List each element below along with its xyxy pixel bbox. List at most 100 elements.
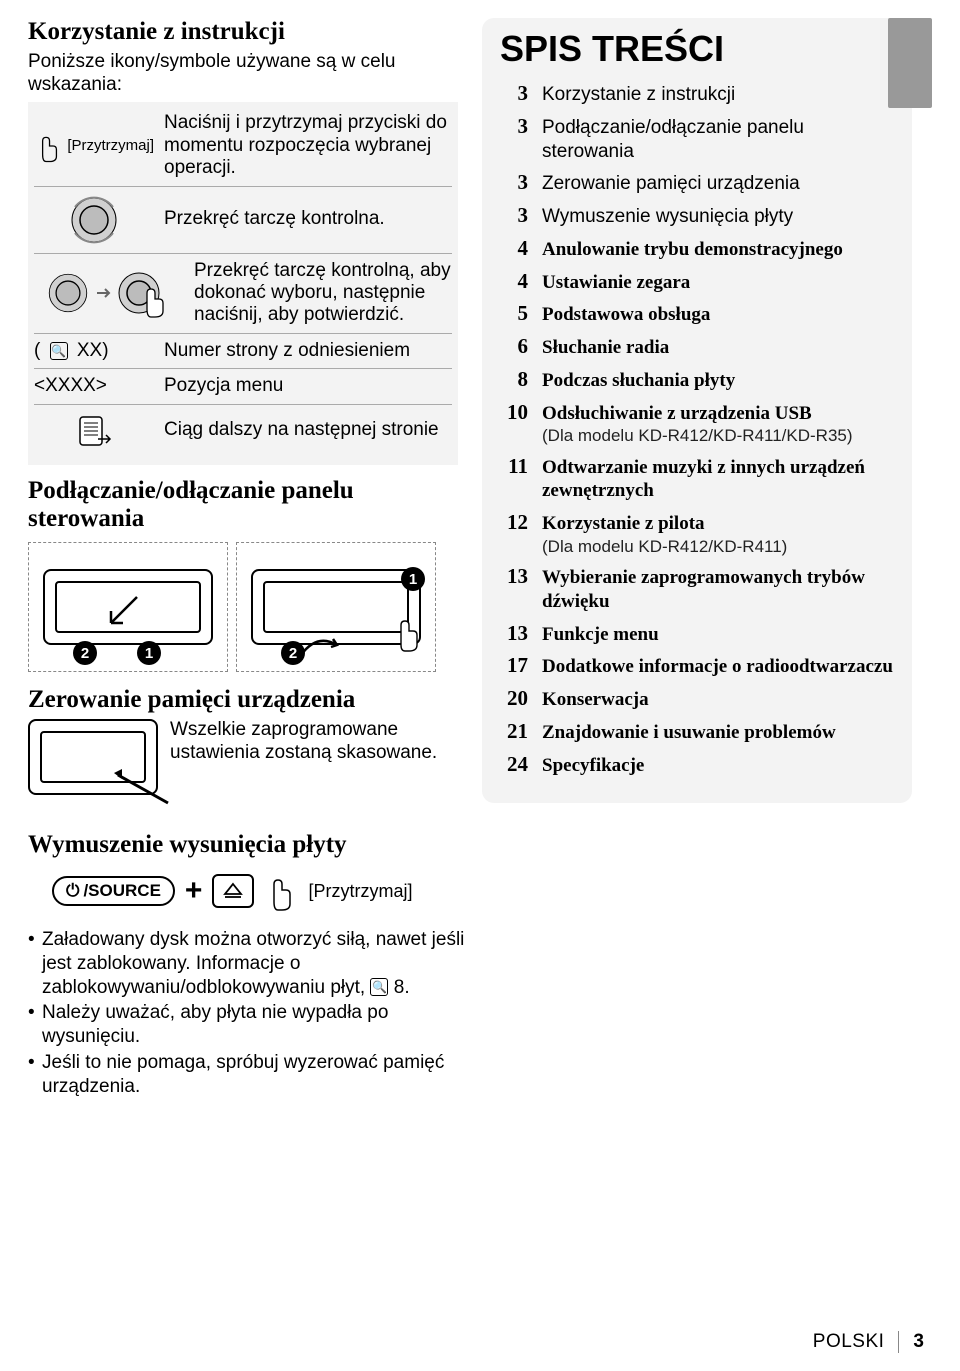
- reset-text: Wszelkie zaprogramowane ustawienia zosta…: [170, 719, 458, 765]
- panel-detach-diagram: 2 1: [28, 542, 228, 672]
- note-item: Należy uważać, aby płyta nie wypadła po …: [28, 1001, 488, 1049]
- toc-label: Funkcje menu: [542, 623, 894, 647]
- toc-sublabel: (Dla modelu KD-R412/KD-R411): [542, 536, 894, 557]
- footer-language: POLSKI: [813, 1331, 885, 1353]
- toc-label: Odsłuchiwanie z urządzenia USB(Dla model…: [542, 402, 894, 447]
- toc-title: SPIS TREŚCI: [500, 28, 894, 70]
- legend-row: Przekręć tarczę kontrolna.: [34, 187, 452, 254]
- toc-item: 24 Specyfikacje: [500, 751, 894, 778]
- legend-icon-dial: [34, 193, 154, 247]
- toc-item: 4 Anulowanie trybu demonstracyjnego: [500, 235, 894, 262]
- toc-label: Znajdowanie i usuwanie problemów: [542, 721, 894, 745]
- toc-item: 21 Znajdowanie i usuwanie problemów: [500, 718, 894, 745]
- toc-label: Słuchanie radia: [542, 336, 894, 360]
- legend-desc: Pozycja menu: [164, 375, 452, 397]
- toc-label: Specyfikacje: [542, 754, 894, 778]
- reset-row: Wszelkie zaprogramowane ustawienia zosta…: [28, 719, 458, 795]
- right-column: SPIS TREŚCI 3Korzystanie z instrukcji3Po…: [482, 18, 912, 803]
- panel-attach-diagram: 1 2: [236, 542, 436, 672]
- toc-list: 3Korzystanie z instrukcji3Podłączanie/od…: [500, 80, 894, 777]
- hold-hand-icon: [264, 870, 298, 912]
- toc-label: Wybieranie zaprogramowanych trybów dźwię…: [542, 566, 894, 614]
- toc-label: Korzystanie z instrukcji: [542, 83, 894, 107]
- toc-item: 8Podczas słuchania płyty: [500, 366, 894, 393]
- eject-button: [212, 874, 254, 908]
- power-icon: ⏻: [66, 881, 79, 901]
- toc-item: 20 Konserwacja: [500, 685, 894, 712]
- legend-row: Ciąg dalszy na następnej stronie: [34, 405, 452, 457]
- legend-label-hold: [Przytrzymaj]: [67, 137, 154, 154]
- toc-label: Podstawowa obsługa: [542, 303, 894, 327]
- toc-label: Odtwarzanie muzyki z innych urządzeń zew…: [542, 456, 894, 504]
- toc-page-number: 6: [500, 333, 528, 359]
- toc-label: Konserwacja: [542, 688, 894, 712]
- notes-list: Załadowany dysk można otworzyć siłą, naw…: [28, 928, 488, 1098]
- toc-item: 5 Podstawowa obsługa: [500, 300, 894, 327]
- magnifier-icon: 🔍: [50, 342, 68, 360]
- toc-page-number: 20: [500, 685, 528, 711]
- toc-page-number: 4: [500, 235, 528, 261]
- toc-label: Zerowanie pamięci urządzenia: [542, 172, 894, 196]
- toc-item: 4 Ustawianie zegara: [500, 268, 894, 295]
- toc-item: 3Korzystanie z instrukcji: [500, 80, 894, 107]
- toc-item: 3 Podłączanie/odłączanie panelu sterowani…: [500, 113, 894, 164]
- legend-row: Przekręć tarczę kontrolną, aby dokonać w…: [34, 254, 452, 334]
- magnifier-icon: 🔍: [370, 978, 388, 996]
- legend-desc: Przekręć tarczę kontrolną, aby dokonać w…: [194, 260, 452, 327]
- toc-item: 17 Dodatkowe informacje o radioodtwarzacz…: [500, 652, 894, 679]
- section-intro: Poniższe ikony/symbole używane są w celu…: [28, 51, 458, 97]
- thumb-tab: [888, 18, 932, 108]
- toc-page-number: 4: [500, 268, 528, 294]
- toc-page-number: 3: [500, 113, 528, 139]
- toc-label: Dodatkowe informacje o radioodtwarzaczu: [542, 655, 894, 679]
- left-column: Korzystanie z instrukcji Poniższe ikony/…: [28, 18, 458, 803]
- page-footer: POLSKI 3: [813, 1331, 924, 1353]
- source-button: ⏻/SOURCE: [52, 876, 175, 906]
- legend-icon-continued: [34, 411, 154, 451]
- toc-sublabel: (Dla modelu KD-R412/KD-R411/KD-R35): [542, 425, 894, 446]
- legend-icon-hold: [Przytrzymaj]: [34, 126, 154, 166]
- toc-item: 3 Wymuszenie wysunięcia płyty: [500, 202, 894, 229]
- legend-desc: Przekręć tarczę kontrolna.: [164, 208, 452, 230]
- toc-label: Anulowanie trybu demonstracyjnego: [542, 238, 894, 262]
- toc-page-number: 8: [500, 366, 528, 392]
- force-eject-section: Wymuszenie wysunięcia płyty ⏻/SOURCE + […: [28, 831, 932, 1098]
- toc-label: Wymuszenie wysunięcia płyty: [542, 205, 894, 229]
- legend-icon-dial-press: [34, 265, 184, 321]
- legend-desc: Ciąg dalszy na następnej stronie: [164, 419, 452, 441]
- toc-label: Ustawianie zegara: [542, 271, 894, 295]
- legend-label-menu: <XXXX>: [34, 375, 154, 397]
- note-item: Załadowany dysk można otworzyć siłą, naw…: [28, 928, 488, 999]
- toc-item: 13 Wybieranie zaprogramowanych trybów dźw…: [500, 563, 894, 614]
- footer-divider: [898, 1331, 899, 1353]
- toc-page-number: 13: [500, 563, 528, 589]
- source-button-label: /SOURCE: [83, 881, 160, 901]
- section-title-panel: Podłączanie/odłączanie panelu sterowania: [28, 477, 458, 535]
- toc-label: Korzystanie z pilota(Dla modelu KD-R412/…: [542, 512, 894, 557]
- toc-page-number: 17: [500, 652, 528, 678]
- toc-item: 10 Odsłuchiwanie z urządzenia USB(Dla mod…: [500, 399, 894, 447]
- toc-item: 13 Funkcje menu: [500, 620, 894, 647]
- legend-row: <XXXX> Pozycja menu: [34, 369, 452, 404]
- toc-panel: SPIS TREŚCI 3Korzystanie z instrukcji3Po…: [482, 18, 912, 803]
- legend-row: [Przytrzymaj] Naciśnij i przytrzymaj prz…: [34, 106, 452, 186]
- section-title-eject: Wymuszenie wysunięcia płyty: [28, 831, 932, 860]
- toc-item: 3 Zerowanie pamięci urządzenia: [500, 169, 894, 196]
- toc-page-number: 3: [500, 169, 528, 195]
- toc-page-number: 10: [500, 399, 528, 425]
- footer-page-number: 3: [913, 1331, 924, 1353]
- toc-page-number: 5: [500, 300, 528, 326]
- toc-page-number: 13: [500, 620, 528, 646]
- panel-diagram: 2 1 1 2: [28, 542, 458, 672]
- toc-page-number: 24: [500, 751, 528, 777]
- legend-icon-pageref: ( 🔍 XX): [34, 340, 154, 362]
- toc-label: Podłączanie/odłączanie panelu sterowania: [542, 116, 894, 164]
- toc-page-number: 21: [500, 718, 528, 744]
- note-item: Jeśli to nie pomaga, spróbuj wyzerować p…: [28, 1051, 488, 1099]
- legend-desc: Naciśnij i przytrzymaj przyciski do mome…: [164, 112, 452, 179]
- toc-item: 6 Słuchanie radia: [500, 333, 894, 360]
- symbol-legend-table: [Przytrzymaj] Naciśnij i przytrzymaj prz…: [28, 102, 458, 464]
- eject-buttons-row: ⏻/SOURCE + [Przytrzymaj]: [52, 870, 932, 912]
- toc-page-number: 3: [500, 202, 528, 228]
- section-title-reset: Zerowanie pamięci urządzenia: [28, 686, 458, 715]
